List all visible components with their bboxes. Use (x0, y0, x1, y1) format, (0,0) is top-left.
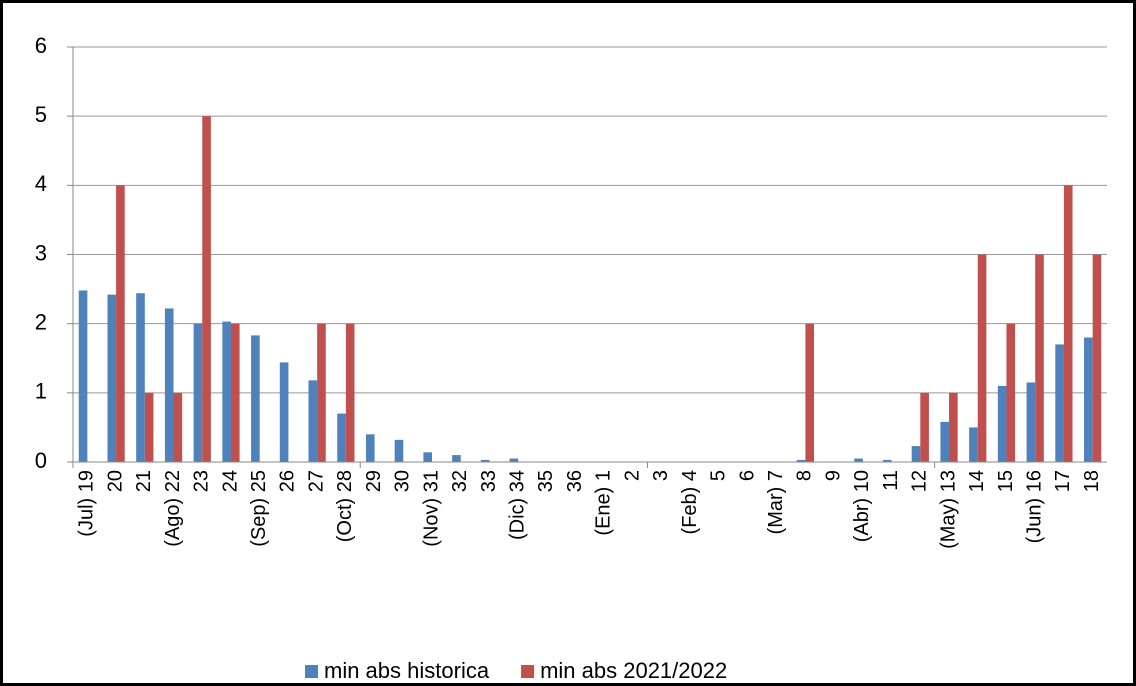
bar (969, 427, 978, 462)
x-tick-label: (Jun) 16 (1023, 470, 1045, 543)
legend-label: min abs 2021/2022 (540, 658, 727, 683)
bar (365, 434, 375, 462)
bar (796, 459, 806, 462)
bar (78, 290, 88, 462)
x-tick-label: 11 (880, 470, 902, 491)
bar (977, 254, 987, 462)
x-tick-label: (May) 13 (937, 470, 959, 549)
y-tick-label: 3 (35, 240, 47, 265)
x-tick-label: 9 (822, 470, 844, 481)
bar (317, 323, 326, 462)
x-tick-label: (Mar) 7 (765, 470, 787, 534)
x-tick-label: (Nov) 31 (420, 470, 442, 547)
x-tick-label: 15 (995, 470, 1017, 492)
x-tick-label: 8 (794, 470, 816, 481)
bar (509, 458, 519, 462)
x-tick-label: 27 (305, 470, 327, 492)
x-tick-label: 36 (564, 470, 586, 492)
bar (202, 116, 211, 463)
x-tick-label: (Abr) 10 (851, 470, 873, 542)
x-tick-label: 5 (708, 470, 730, 481)
bar (882, 459, 892, 462)
bar (193, 323, 203, 462)
bar (107, 294, 117, 462)
y-tick-label: 6 (35, 33, 47, 58)
x-tick-label: 21 (133, 470, 155, 492)
x-tick-label: 33 (478, 470, 500, 492)
bar (136, 293, 145, 462)
x-tick-label: (Dic) 34 (506, 470, 528, 540)
x-tick-label: 29 (363, 470, 385, 492)
legend-label: min abs historica (324, 658, 490, 683)
y-tick-label: 4 (35, 171, 47, 196)
bar (337, 413, 346, 462)
bar (1092, 254, 1102, 462)
bar (940, 421, 950, 462)
bar (251, 335, 260, 462)
bar (279, 362, 289, 462)
bar (1055, 344, 1064, 462)
bar (1084, 337, 1093, 462)
bar (345, 323, 355, 462)
x-tick-label: 24 (219, 470, 241, 492)
bar (394, 439, 404, 462)
x-tick-label: 3 (650, 470, 672, 481)
bar (1006, 323, 1016, 462)
y-tick-label: 5 (35, 102, 47, 127)
legend-swatch (305, 665, 318, 678)
y-tick-label: 0 (35, 448, 47, 473)
x-tick-label: 35 (535, 470, 557, 492)
x-tick-label: 2 (621, 470, 643, 481)
x-tick-label: (Jul) 19 (76, 470, 98, 537)
bar (997, 385, 1007, 462)
bar (480, 459, 490, 462)
x-tick-label: 30 (392, 470, 414, 492)
x-tick-label: 12 (909, 470, 931, 492)
x-tick-label: (Ago) 22 (162, 470, 184, 547)
bar (949, 392, 958, 462)
bar (308, 380, 318, 462)
x-tick-label: (Sep) 25 (248, 470, 270, 547)
x-tick-label: 6 (736, 470, 758, 481)
bar (423, 452, 433, 462)
bar (116, 185, 125, 463)
bar (222, 321, 231, 462)
bar (173, 392, 183, 462)
x-tick-label: 17 (1052, 470, 1074, 492)
bar (805, 323, 815, 462)
bar (920, 392, 929, 462)
x-tick-label: 23 (191, 470, 213, 492)
bar (164, 308, 174, 462)
y-tick-label: 2 (35, 309, 47, 334)
x-tick-label: 26 (277, 470, 299, 492)
bar (144, 392, 154, 462)
x-tick-label: (Ene) 1 (593, 470, 615, 536)
x-tick-label: (Feb) 4 (679, 470, 701, 534)
bar (1063, 185, 1073, 463)
x-tick-label: 18 (1081, 470, 1103, 492)
bar (854, 458, 863, 462)
legend-swatch (521, 665, 535, 678)
x-tick-label: 14 (966, 470, 988, 492)
bar (230, 323, 240, 462)
bar (911, 446, 921, 462)
y-tick-label: 1 (35, 379, 47, 404)
x-tick-label: (Oct) 28 (334, 470, 356, 542)
x-tick-label: 32 (449, 470, 471, 492)
bar (1026, 382, 1036, 462)
x-tick-label: 20 (104, 470, 126, 492)
bar (452, 455, 461, 462)
bar (1035, 254, 1044, 462)
